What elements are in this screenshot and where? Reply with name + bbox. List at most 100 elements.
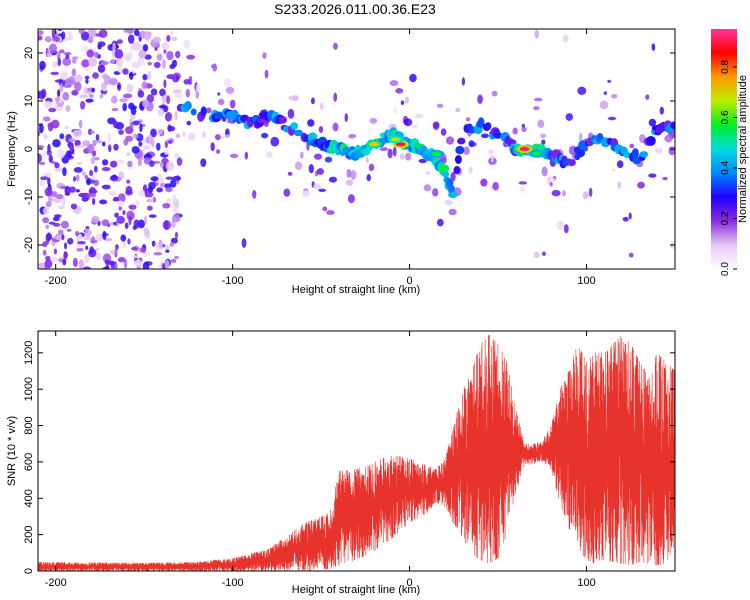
spectrogram-cell — [71, 89, 79, 96]
spectrogram-cell — [105, 264, 110, 269]
spectrogram-cell — [92, 139, 97, 147]
y-tick-label: 400 — [23, 489, 35, 507]
spectrogram-cell — [324, 156, 333, 163]
spectrogram-cell — [42, 152, 46, 157]
colorbar-label: Normalized spectral amplitude — [737, 75, 749, 223]
spectrogram-ridge-cell — [215, 111, 224, 120]
spectrogram-cell — [64, 185, 71, 196]
spectrogram-cell — [72, 257, 78, 267]
spectrogram-cell — [450, 171, 456, 182]
spectrogram-cell — [582, 191, 589, 200]
spectrogram-cell — [326, 210, 335, 215]
spectrogram-cell — [57, 229, 64, 235]
spectrogram-cell — [122, 102, 127, 112]
spectrogram-cell — [61, 31, 66, 40]
spectrogram-cell — [165, 187, 173, 193]
spectrogram-cell — [97, 64, 106, 73]
spectrogram-cell — [46, 149, 52, 156]
spectrogram-cell — [89, 169, 94, 177]
spectrogram-ridge-cell — [457, 137, 466, 145]
spectrogram-ridge-cell — [670, 121, 675, 130]
spectrogram-cell — [44, 100, 53, 109]
spectrogram-cell — [162, 220, 171, 230]
spectrogram-cell — [314, 153, 322, 160]
spectrogram-ridge-cell — [455, 145, 465, 155]
spectrogram-cell — [490, 154, 494, 163]
spectrogram-cell — [139, 123, 143, 133]
spectrogram-cell — [114, 212, 119, 218]
x-tick-label: 100 — [577, 577, 595, 589]
x-tick-label: -100 — [222, 577, 244, 589]
spectrogram-cell — [157, 128, 163, 135]
spectrogram-cell — [43, 116, 51, 122]
spectrogram-cell — [465, 117, 471, 122]
spectrogram-cell — [95, 252, 102, 261]
spectrogram-cell — [365, 157, 369, 163]
spectrogram-cell — [216, 149, 221, 155]
spectrogram-cell — [57, 89, 61, 98]
spectrogram-cell — [146, 94, 155, 103]
spectrogram-cell — [137, 90, 145, 98]
spectrogram-cell — [56, 149, 65, 159]
spectrogram-cell — [345, 179, 354, 187]
spectrogram-cell — [629, 143, 635, 149]
spectrogram-cell — [159, 88, 166, 97]
spectrogram-cell — [137, 159, 142, 167]
spectrogram-cell — [145, 136, 149, 144]
spectrogram-cell — [617, 181, 622, 189]
spectrogram-cell — [95, 133, 100, 141]
y-tick-label: -10 — [23, 189, 35, 205]
spectrogram-cell — [171, 214, 181, 223]
y-tick-label: 0 — [23, 568, 35, 574]
spectrogram-cell — [195, 91, 200, 99]
spectrogram-cell — [366, 174, 372, 182]
spectrogram-cell — [51, 191, 58, 198]
spectrogram-ridge-cell — [477, 117, 485, 128]
spectrogram-cell — [51, 119, 60, 129]
spectrogram-cell — [154, 47, 158, 51]
spectrogram-cell — [117, 256, 126, 263]
spectrogram-cell — [126, 152, 130, 157]
spectrogram-cell — [173, 73, 177, 83]
spectrogram-cell — [83, 86, 88, 95]
spectrogram-cell — [150, 176, 159, 182]
spectrogram-cell — [87, 29, 97, 38]
spectrogram-cell — [662, 176, 668, 181]
spectrogram-cell — [165, 249, 170, 253]
spectrogram-cell — [440, 128, 447, 136]
spectrogram-cell — [71, 68, 77, 77]
spectrogram-cell — [164, 259, 170, 269]
spectrogram-cell — [172, 194, 177, 204]
spectrogram-cell — [318, 188, 326, 193]
spectrogram-cell — [54, 214, 62, 218]
spectrogram-cell — [73, 167, 83, 173]
spectrogram-cell — [132, 120, 140, 126]
spectrogram-cell — [212, 63, 218, 72]
spectrogram-cell — [389, 79, 399, 87]
spectrogram-cell — [176, 157, 183, 166]
spectrogram-cell — [38, 145, 45, 149]
spectrogram-cell — [659, 106, 665, 115]
spectrogram-cell — [123, 139, 129, 146]
spectrogram-cell — [101, 184, 111, 190]
spectrogram-cell — [86, 177, 91, 186]
spectrogram-cell — [186, 54, 196, 60]
spectrogram-cell — [45, 224, 50, 230]
y-tick-label: 0 — [23, 146, 35, 152]
spectrogram-cell — [123, 29, 128, 33]
spectrogram-cell — [59, 70, 69, 81]
x-tick-label: -200 — [45, 577, 67, 589]
spectrogram-cell — [173, 255, 179, 260]
spectrogram-cell — [533, 105, 540, 111]
spectrogram-cell — [400, 100, 405, 106]
spectrogram-cell — [541, 139, 546, 145]
spectrogram-cell — [72, 129, 82, 138]
spectrogram-cell — [48, 154, 53, 163]
spectrogram-cell — [217, 92, 221, 96]
spectrogram-cell — [165, 176, 174, 180]
spectrogram-cell — [46, 232, 51, 241]
spectrogram-cell — [534, 29, 539, 39]
spectrogram-cell — [142, 73, 148, 81]
spectrogram-cell — [346, 168, 352, 178]
spectrogram-cell — [223, 77, 232, 88]
